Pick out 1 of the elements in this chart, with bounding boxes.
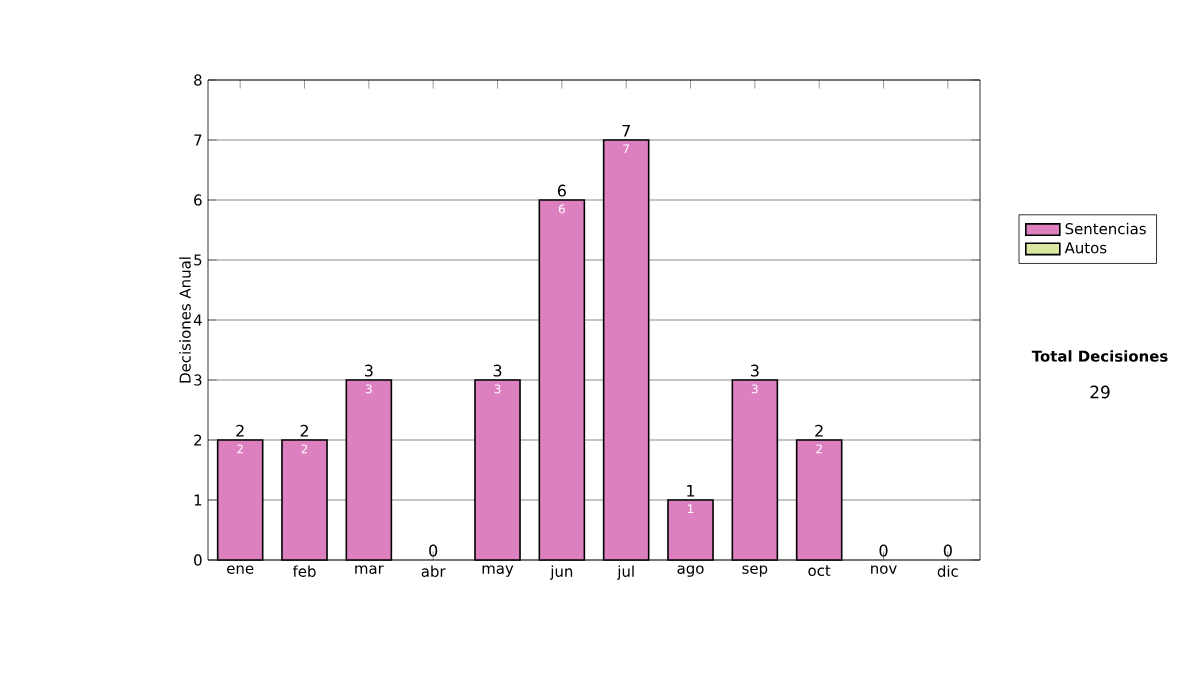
text: 29: [1090, 385, 1110, 399]
